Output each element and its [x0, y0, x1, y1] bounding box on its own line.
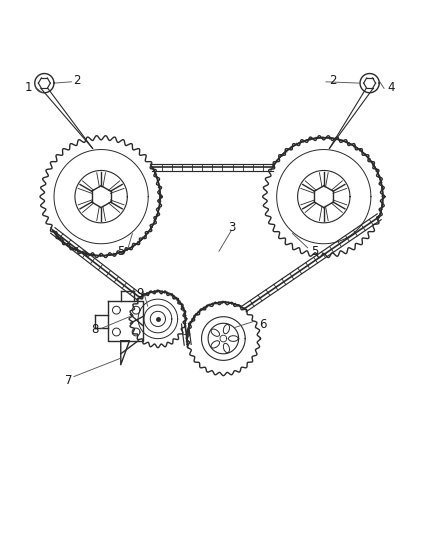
Text: 4: 4 — [388, 81, 395, 94]
Text: 1: 1 — [25, 81, 32, 94]
Text: 2: 2 — [73, 74, 81, 86]
Text: 7: 7 — [65, 374, 72, 386]
Text: 9: 9 — [136, 287, 143, 300]
Text: 6: 6 — [259, 318, 266, 330]
Text: 5: 5 — [311, 245, 319, 258]
Text: 5: 5 — [117, 245, 124, 258]
Text: 8: 8 — [91, 324, 98, 336]
Text: 2: 2 — [329, 74, 336, 86]
Text: 3: 3 — [228, 221, 236, 233]
